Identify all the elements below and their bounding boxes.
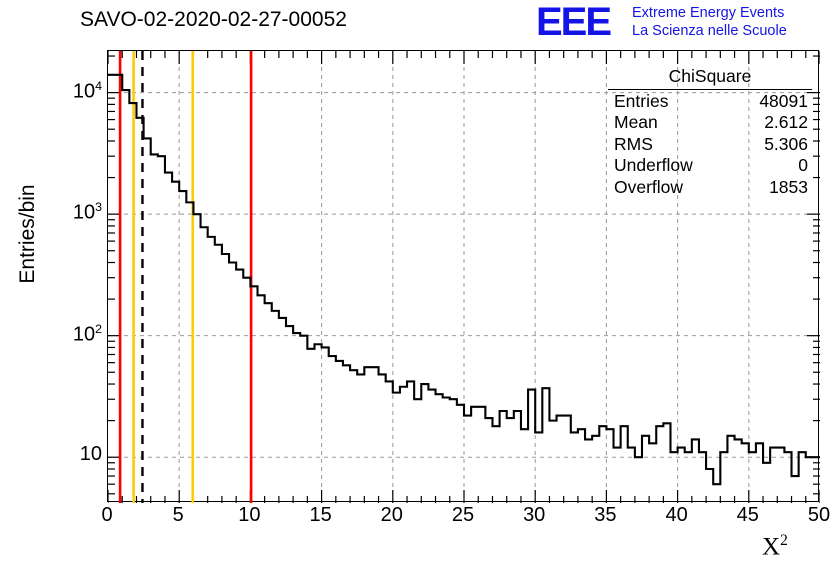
stats-row-rms: RMS 5.306 <box>608 134 812 156</box>
x-tick-label-30: 30 <box>523 504 546 526</box>
x-tick-label-15: 15 <box>309 504 332 526</box>
eee-logo-text: Extreme Energy Events La Scienza nelle S… <box>632 4 787 40</box>
x-tick-label-20: 20 <box>380 504 403 526</box>
stats-box-title: ChiSquare <box>608 66 812 90</box>
stats-box: ChiSquare Entries 48091 Mean 2.612 RMS 5.306 U… <box>608 66 812 198</box>
x-tick-label-10: 10 <box>238 504 261 526</box>
y-tick-exponent: 2 <box>95 321 102 336</box>
x-axis-title: X2 <box>762 532 788 561</box>
stats-row-value: 48091 <box>759 90 808 111</box>
plot-frame <box>107 50 820 503</box>
x-tick-label-5: 5 <box>172 504 184 526</box>
y-tick-exponent: 3 <box>95 200 102 215</box>
x-axis-title-base: X <box>762 533 781 561</box>
stats-row-value: 0 <box>798 155 808 175</box>
plot-canvas <box>108 51 820 503</box>
stats-row-key: Mean <box>614 112 658 132</box>
y-tick-label-10000: 104 <box>72 78 102 103</box>
stats-row-value: 1853 <box>769 176 808 197</box>
histogram-step-curve <box>108 73 820 486</box>
page-title: SAVO-02-2020-02-27-00052 <box>80 8 347 31</box>
stats-row-key: RMS <box>614 133 653 154</box>
stats-row-mean: Mean 2.612 <box>608 112 812 134</box>
x-tick-label-25: 25 <box>451 504 475 526</box>
y-tick-label-10: 10 <box>79 443 102 466</box>
x-tick-label-40: 40 <box>665 504 688 526</box>
y-axis-title: Entries/bin <box>16 184 39 284</box>
stats-row-entries: Entries 48091 <box>608 91 812 113</box>
stats-row-value: 2.612 <box>764 112 808 132</box>
axis-ticks <box>108 51 820 503</box>
eee-logo-line2: La Scienza nelle Scuole <box>632 23 787 39</box>
eee-logo: EEE Extreme Energy Events La Scienza nel… <box>536 2 836 44</box>
stats-row-key: Entries <box>614 90 669 111</box>
eee-logo-mark: EEE <box>536 0 612 44</box>
x-tick-label-0: 0 <box>101 504 113 526</box>
y-tick-label-100: 102 <box>72 321 102 346</box>
stats-box-rows: Entries 48091 Mean 2.612 RMS 5.306 Underflow 0 O… <box>608 91 812 199</box>
x-axis-title-exponent: 2 <box>780 532 788 549</box>
y-tick-exponent: 4 <box>95 78 102 93</box>
stats-row-key: Underflow <box>614 155 693 175</box>
x-tick-label-50: 50 <box>807 504 831 526</box>
x-tick-label-35: 35 <box>594 504 617 526</box>
stats-row-key: Overflow <box>614 176 684 197</box>
eee-logo-line1: Extreme Energy Events <box>632 5 785 21</box>
stats-row-value: 5.306 <box>764 133 808 154</box>
stats-row-overflow: Overflow 1853 <box>608 177 812 199</box>
y-tick-label-1000: 103 <box>72 200 102 224</box>
stats-row-underflow: Underflow 0 <box>608 155 812 177</box>
x-tick-label-45: 45 <box>736 504 759 526</box>
